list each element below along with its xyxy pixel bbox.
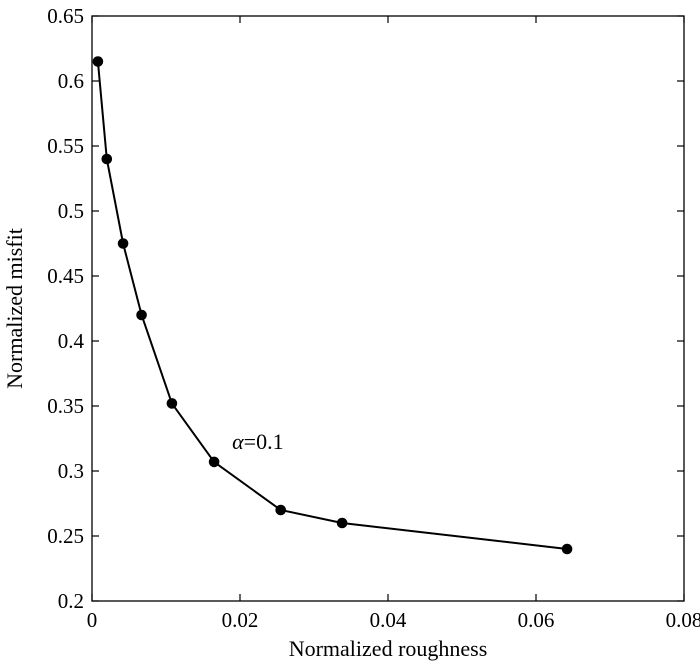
x-tick-label: 0.06	[518, 608, 555, 632]
y-tick-label: 0.3	[58, 459, 84, 483]
plot-area	[91, 15, 685, 602]
series-line	[96, 61, 568, 550]
x-tick-label: 0.02	[222, 608, 259, 632]
alpha-symbol: α	[232, 429, 244, 454]
series-layer	[92, 56, 573, 555]
y-tick-label: 0.5	[58, 199, 84, 223]
y-tick-label: 0.45	[47, 264, 84, 288]
x-axis-label: Normalized roughness	[289, 636, 488, 661]
x-tick-label: 0.04	[370, 608, 407, 632]
y-tick-label: 0.2	[58, 589, 84, 613]
data-point	[101, 153, 113, 165]
alpha-value: =0.1	[244, 429, 284, 454]
data-point	[561, 543, 573, 555]
y-tick-label: 0.4	[58, 329, 85, 353]
data-point	[136, 309, 147, 321]
x-tick-label: 0.08	[666, 608, 700, 632]
plot-frame	[91, 15, 685, 602]
data-point	[92, 56, 104, 67]
data-point	[166, 398, 178, 409]
y-tick-label: 0.25	[47, 524, 84, 548]
y-axis-ticks: 0.2 0.25 0.3 0.35 0.4 0.45 0.5 0.55 0.6 0.65	[47, 4, 684, 613]
y-axis-label: Normalized misfit	[2, 228, 27, 389]
data-point	[117, 238, 129, 249]
y-tick-label: 0.55	[47, 134, 84, 158]
y-tick-label: 0.65	[47, 4, 84, 28]
data-point	[275, 504, 287, 516]
x-tick-label: 0	[87, 608, 98, 632]
x-axis-ticks: 0 0.02 0.04 0.06 0.08	[87, 16, 700, 632]
data-point	[208, 456, 220, 468]
data-point	[336, 517, 348, 529]
alpha-annotation: α=0.1	[232, 429, 283, 454]
y-tick-label: 0.6	[58, 69, 84, 93]
y-tick-label: 0.35	[47, 394, 84, 418]
